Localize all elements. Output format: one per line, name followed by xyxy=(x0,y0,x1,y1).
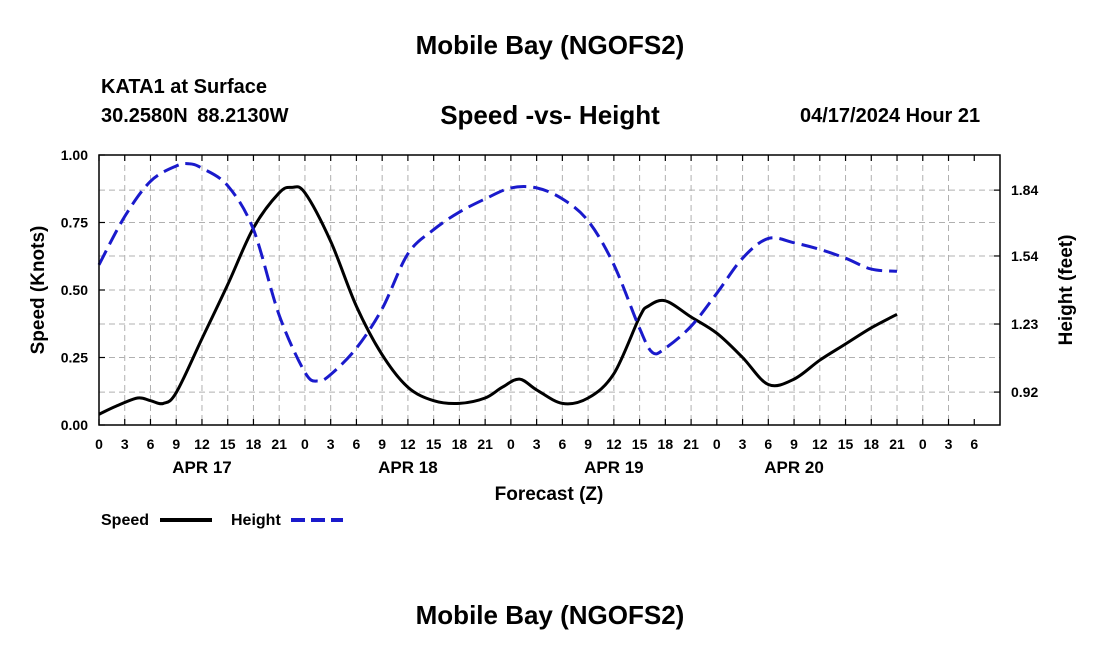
x-tick-label: 3 xyxy=(121,436,129,452)
x-tick-label: 0 xyxy=(919,436,927,452)
date-label: APR 20 xyxy=(764,458,824,477)
station-coords: 30.2580N 88.2130W xyxy=(101,105,289,127)
x-tick-label: 18 xyxy=(246,436,262,452)
y2-tick-label: 1.54 xyxy=(1011,248,1038,264)
x-tick-label: 15 xyxy=(632,436,648,452)
x-tick-label: 15 xyxy=(220,436,236,452)
x-tick-label: 3 xyxy=(945,436,953,452)
x-tick-label: 0 xyxy=(95,436,103,452)
x-tick-label: 9 xyxy=(584,436,592,452)
x-tick-label: 0 xyxy=(301,436,309,452)
axis-ticks: 0 3 6 9 12 15 18 21 0 3 6 9 12 15 18 21 0 3 6 9 12 15 18 21 0 3 6 9… xyxy=(61,147,1039,477)
forecast-time: 04/17/2024 Hour 21 xyxy=(800,105,981,127)
y2-tick-label: 0.92 xyxy=(1011,384,1038,400)
y-tick-label: 0.25 xyxy=(61,350,88,366)
legend-label-speed: Speed xyxy=(101,512,149,529)
x-tick-label: 21 xyxy=(683,436,699,452)
y-axis-title: Speed (Knots) xyxy=(28,226,49,355)
x-tick-label: 21 xyxy=(477,436,493,452)
x-tick-label: 18 xyxy=(452,436,468,452)
x-tick-label: 6 xyxy=(558,436,566,452)
x-tick-label: 3 xyxy=(327,436,335,452)
x-tick-label: 12 xyxy=(194,436,210,452)
y2-tick-label: 1.84 xyxy=(1011,182,1038,198)
x-tick-label: 18 xyxy=(863,436,879,452)
x-tick-label: 18 xyxy=(658,436,674,452)
y-tick-label: 0.75 xyxy=(61,215,88,231)
x-tick-label: 15 xyxy=(426,436,442,452)
x-tick-label: 12 xyxy=(812,436,828,452)
x-tick-label: 3 xyxy=(533,436,541,452)
x-tick-label: 15 xyxy=(838,436,854,452)
y-tick-label: 0.50 xyxy=(61,282,88,298)
y-tick-label: 0.00 xyxy=(61,417,88,433)
series-line-speed xyxy=(98,185,898,416)
date-label: APR 19 xyxy=(584,458,644,477)
x-tick-label: 6 xyxy=(764,436,772,452)
x-tick-label: 21 xyxy=(271,436,287,452)
x-tick-label: 6 xyxy=(970,436,978,452)
y2-axis-title: Height (feet) xyxy=(1056,235,1077,346)
main-title: Mobile Bay (NGOFS2) xyxy=(415,30,685,60)
x-tick-label: 21 xyxy=(889,436,905,452)
x-tick-label: 9 xyxy=(172,436,180,452)
x-tick-label: 9 xyxy=(378,436,386,452)
chart-title: Speed -vs- Height xyxy=(440,100,660,130)
station-name: KATA1 at Surface xyxy=(101,76,267,98)
series-line-height xyxy=(97,162,898,383)
date-label: APR 18 xyxy=(378,458,438,477)
legend-label-height: Height xyxy=(231,512,281,529)
x-tick-label: 0 xyxy=(507,436,515,452)
x-tick-label: 0 xyxy=(713,436,721,452)
x-tick-label: 12 xyxy=(606,436,622,452)
x-tick-label: 12 xyxy=(400,436,416,452)
x-tick-label: 6 xyxy=(353,436,361,452)
date-label: APR 17 xyxy=(172,458,232,477)
x-tick-label: 9 xyxy=(790,436,798,452)
x-tick-label: 6 xyxy=(147,436,155,452)
y2-tick-label: 1.23 xyxy=(1011,316,1038,332)
legend: Speed Height xyxy=(101,512,343,529)
x-axis-title: Forecast (Z) xyxy=(495,484,604,505)
footer-title: Mobile Bay (NGOFS2) xyxy=(415,600,685,630)
x-tick-label: 3 xyxy=(739,436,747,452)
y-tick-label: 1.00 xyxy=(61,147,88,163)
series-lines xyxy=(97,162,898,416)
